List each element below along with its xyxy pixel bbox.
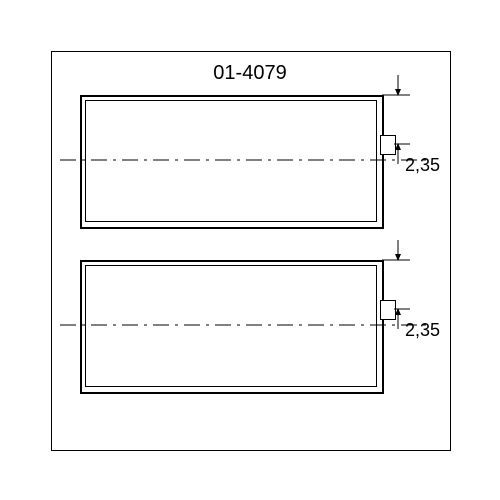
part-bottom-inner	[85, 265, 377, 387]
dim-label-top: 2,35	[405, 155, 440, 176]
dim-label-bottom: 2,35	[405, 320, 440, 341]
part-number-title: 01-4079	[0, 62, 500, 85]
part-bottom-tab	[380, 300, 396, 320]
part-top-tab	[380, 135, 396, 155]
part-top-inner	[85, 100, 377, 222]
